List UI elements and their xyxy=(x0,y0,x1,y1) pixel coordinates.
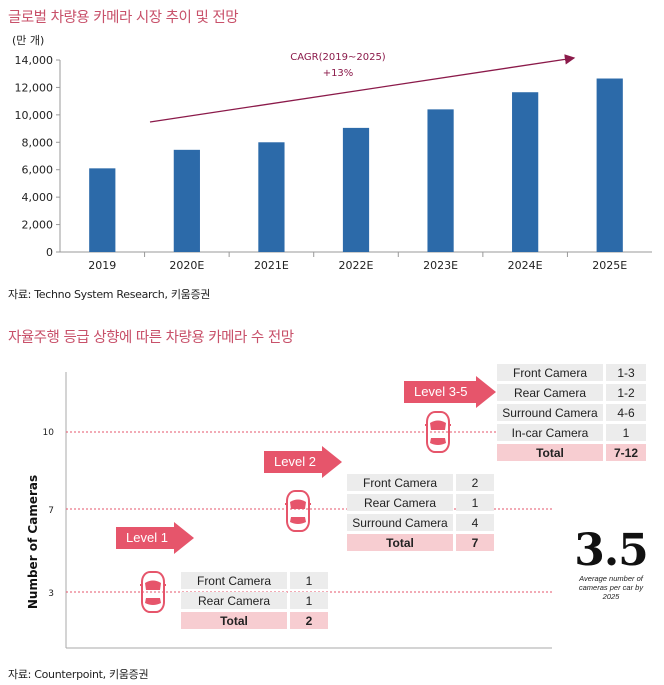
bar-chart: (만 개) 0 2,000 4,000 6,000 8,000 10,000 12,000 1… xyxy=(12,34,652,272)
camera-count: 1-3 xyxy=(606,364,646,381)
chart2-source: 자료: Counterpoint, 키움증권 xyxy=(8,668,149,681)
table-row: Rear Camera 1 xyxy=(181,592,328,609)
camera-count: 2 xyxy=(456,474,494,491)
table-row: Surround Camera 4 xyxy=(347,514,494,531)
average-cameras-callout: 3.5 Average number of cameras per car by… xyxy=(570,525,652,602)
chart2-heading: 자율주행 등급 상향에 따른 차량용 카메라 수 전망 xyxy=(8,330,294,346)
level-1-label: Level 1 xyxy=(116,527,174,549)
camera-count: 1-2 xyxy=(606,384,646,401)
y-tick-label: 4,000 xyxy=(22,191,54,204)
y-tick-label: 7 xyxy=(48,506,54,516)
y-tick-label: 0 xyxy=(46,246,53,259)
total-value: 2 xyxy=(290,612,328,629)
camera-name: Surround Camera xyxy=(347,514,453,531)
y-tick-label: 10 xyxy=(43,428,55,438)
x-tick-label: 2025E xyxy=(592,259,627,272)
camera-name: In-car Camera xyxy=(497,424,603,441)
level-3-5-label: Level 3-5 xyxy=(404,381,476,403)
total-label: Total xyxy=(497,444,603,461)
camera-name: Front Camera xyxy=(497,364,603,381)
chart1-heading: 글로벌 차량용 카메라 시장 추이 및 전망 xyxy=(8,10,239,26)
camera-count: 1 xyxy=(290,592,328,609)
chart1-source: 자료: Techno System Research, 키움증권 xyxy=(8,288,211,301)
y-tick-label: 8,000 xyxy=(22,136,54,149)
bar-2021E xyxy=(258,142,285,252)
table-row: In-car Camera 1 xyxy=(497,424,646,441)
camera-count: 1 xyxy=(456,494,494,511)
x-tick-label: 2024E xyxy=(508,259,543,272)
y-tick-label: 10,000 xyxy=(15,109,54,122)
cagr-value: +13% xyxy=(323,68,354,79)
camera-count: 1 xyxy=(290,572,328,589)
x-tick-label: 2020E xyxy=(169,259,204,272)
bar-2023E xyxy=(427,109,454,252)
camera-name: Rear Camera xyxy=(497,384,603,401)
level-2-label: Level 2 xyxy=(264,451,322,473)
y-tick-label: 6,000 xyxy=(22,164,54,177)
table-row: Front Camera 1 xyxy=(181,572,328,589)
bar-2024E xyxy=(512,92,539,252)
level-2-table: Front Camera 2 Rear Camera 1 Surround Ca… xyxy=(344,471,497,554)
y-tick-label: 3 xyxy=(48,589,54,599)
total-value: 7-12 xyxy=(606,444,646,461)
bar-2022E xyxy=(342,127,370,252)
bar-2019 xyxy=(89,168,116,252)
y-tick-label: 14,000 xyxy=(15,54,54,67)
table-row: Rear Camera 1-2 xyxy=(497,384,646,401)
x-tick-label: 2021E xyxy=(254,259,289,272)
y-tick-label: 2,000 xyxy=(22,219,54,232)
camera-count: 4 xyxy=(456,514,494,531)
x-tick-label: 2022E xyxy=(339,259,374,272)
x-tick-label: 2023E xyxy=(423,259,458,272)
y-axis-label: Number of Cameras xyxy=(26,475,40,609)
car-icon xyxy=(285,490,311,532)
cagr-label: CAGR(2019~2025) xyxy=(290,52,386,63)
camera-name: Rear Camera xyxy=(181,592,287,609)
camera-name: Rear Camera xyxy=(347,494,453,511)
total-row: Total 2 xyxy=(181,612,328,629)
total-label: Total xyxy=(347,534,453,551)
camera-name: Surround Camera xyxy=(497,404,603,421)
camera-count: 4-6 xyxy=(606,404,646,421)
camera-name: Front Camera xyxy=(181,572,287,589)
table-row: Surround Camera 4-6 xyxy=(497,404,646,421)
cagr-trend-arrow xyxy=(149,54,576,123)
camera-count: 1 xyxy=(606,424,646,441)
table-row: Front Camera 2 xyxy=(347,474,494,491)
car-icon xyxy=(140,571,166,613)
level-3-5-table: Front Camera 1-3 Rear Camera 1-2 Surroun… xyxy=(494,361,649,464)
bar-2025E xyxy=(596,78,623,252)
total-row: Total 7 xyxy=(347,534,494,551)
average-cameras-caption: Average number of cameras per car by 202… xyxy=(578,574,644,601)
table-row: Front Camera 1-3 xyxy=(497,364,646,381)
y-unit-label: (만 개) xyxy=(12,34,44,47)
camera-name: Front Camera xyxy=(347,474,453,491)
total-value: 7 xyxy=(456,534,494,551)
total-row: Total 7-12 xyxy=(497,444,646,461)
y-tick-label: 12,000 xyxy=(15,81,54,94)
bar-2020E xyxy=(173,149,200,252)
total-label: Total xyxy=(181,612,287,629)
average-cameras-value: 3.5 xyxy=(574,525,649,576)
table-row: Rear Camera 1 xyxy=(347,494,494,511)
x-tick-label: 2019 xyxy=(88,259,116,272)
level-1-table: Front Camera 1 Rear Camera 1 Total 2 xyxy=(178,569,331,632)
car-icon xyxy=(425,411,451,453)
